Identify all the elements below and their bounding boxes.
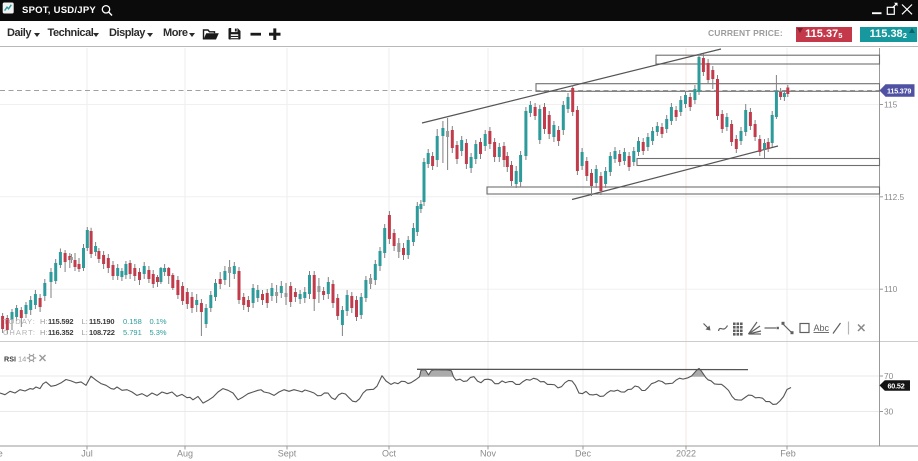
- svg-text:108.722: 108.722: [89, 328, 115, 337]
- svg-text:5.791: 5.791: [123, 328, 142, 337]
- svg-text:110: 110: [884, 284, 898, 294]
- svg-text:Oct: Oct: [382, 449, 397, 459]
- svg-text:60.52: 60.52: [888, 382, 905, 391]
- svg-text:70: 70: [884, 371, 894, 381]
- svg-text:115.379: 115.379: [887, 86, 911, 95]
- svg-text:Nov: Nov: [480, 449, 497, 459]
- svg-text:112.5: 112.5: [884, 192, 905, 202]
- svg-text:115: 115: [884, 100, 898, 110]
- svg-text:June: June: [0, 449, 3, 459]
- svg-text:CHART:: CHART:: [3, 328, 36, 337]
- svg-text:RSI: RSI: [4, 355, 16, 364]
- svg-text:0.1%: 0.1%: [150, 317, 167, 326]
- svg-text:L:: L:: [82, 317, 88, 326]
- svg-text:Dec: Dec: [575, 449, 592, 459]
- svg-text:Jul: Jul: [81, 449, 93, 459]
- svg-text:Sept: Sept: [278, 449, 297, 459]
- svg-text:2022: 2022: [676, 449, 696, 459]
- svg-text:H:: H:: [40, 317, 48, 326]
- svg-text:115.592: 115.592: [48, 317, 73, 326]
- svg-text:115.190: 115.190: [89, 317, 114, 326]
- svg-text:30: 30: [884, 407, 894, 417]
- svg-text:0.158: 0.158: [123, 317, 142, 326]
- svg-text:H:: H:: [40, 328, 48, 337]
- svg-text:116.352: 116.352: [48, 328, 73, 337]
- svg-text:5.3%: 5.3%: [150, 328, 167, 337]
- svg-text:Feb: Feb: [780, 449, 796, 459]
- svg-text:Abc: Abc: [814, 323, 830, 333]
- svg-text:L:: L:: [82, 328, 88, 337]
- svg-text:TODAY:: TODAY:: [3, 317, 36, 326]
- svg-text:Aug: Aug: [177, 449, 193, 459]
- svg-text:14: 14: [18, 355, 26, 364]
